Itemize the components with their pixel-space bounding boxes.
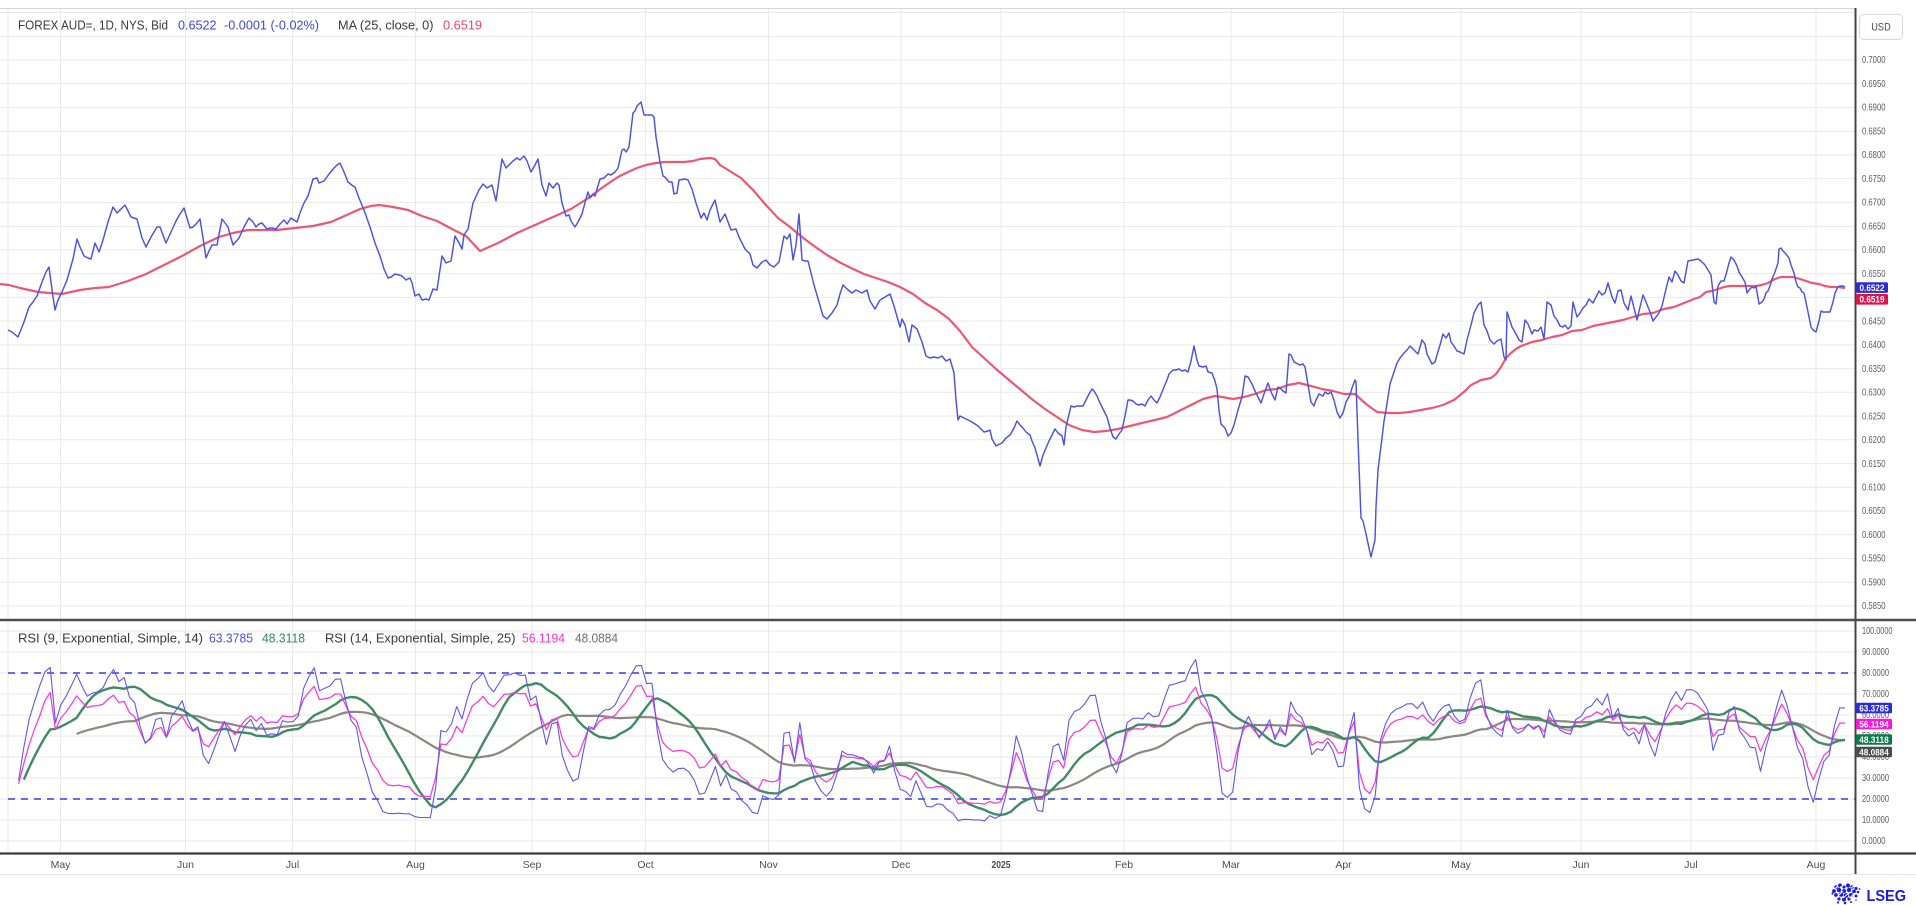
svg-text:MA (25, close, 0): MA (25, close, 0) <box>338 18 434 33</box>
svg-text:63.3785: 63.3785 <box>1859 703 1889 714</box>
svg-text:Apr: Apr <box>1335 859 1352 871</box>
svg-text:0.6050: 0.6050 <box>1862 505 1886 517</box>
svg-text:0.6900: 0.6900 <box>1862 102 1886 114</box>
svg-text:RSI (9, Exponential, Simple, 1: RSI (9, Exponential, Simple, 14) <box>18 631 203 646</box>
svg-text:0.6250: 0.6250 <box>1862 410 1886 422</box>
svg-text:56.1194: 56.1194 <box>522 631 565 646</box>
svg-text:Nov: Nov <box>759 859 778 871</box>
svg-text:48.0884: 48.0884 <box>1859 747 1889 758</box>
svg-text:0.6519: 0.6519 <box>443 18 482 33</box>
svg-text:48.3118: 48.3118 <box>262 631 305 646</box>
svg-text:LSEG: LSEG <box>1867 888 1907 905</box>
svg-text:63.3785: 63.3785 <box>209 631 253 646</box>
svg-text:0.6700: 0.6700 <box>1862 197 1886 209</box>
svg-text:0.6850: 0.6850 <box>1862 125 1886 137</box>
svg-text:0.6519: 0.6519 <box>1860 295 1885 306</box>
svg-text:0.6550: 0.6550 <box>1862 268 1886 280</box>
svg-text:Aug: Aug <box>1807 859 1826 871</box>
svg-text:2025: 2025 <box>992 859 1011 871</box>
svg-text:0.6522: 0.6522 <box>178 18 217 33</box>
svg-text:0.5950: 0.5950 <box>1862 553 1886 565</box>
svg-text:FOREX AUD=, 1D, NYS, Bid: FOREX AUD=, 1D, NYS, Bid <box>18 18 168 33</box>
svg-text:56.1194: 56.1194 <box>1859 719 1889 730</box>
svg-text:Sep: Sep <box>523 859 542 871</box>
svg-text:0.6350: 0.6350 <box>1862 363 1886 375</box>
svg-text:0.6400: 0.6400 <box>1862 339 1886 351</box>
svg-text:Jun: Jun <box>177 859 194 871</box>
svg-text:May: May <box>51 859 72 871</box>
svg-text:48.0884: 48.0884 <box>575 631 618 646</box>
svg-text:0.5900: 0.5900 <box>1862 577 1886 589</box>
svg-text:30.0000: 30.0000 <box>1862 772 1889 784</box>
svg-text:0.6200: 0.6200 <box>1862 434 1886 446</box>
svg-text:0.7000: 0.7000 <box>1862 54 1886 66</box>
svg-text:Jul: Jul <box>1684 859 1697 871</box>
svg-text:Oct: Oct <box>637 859 653 871</box>
svg-text:Aug: Aug <box>406 859 425 871</box>
svg-text:RSI (14, Exponential, Simple,: RSI (14, Exponential, Simple, 25) <box>325 631 516 646</box>
svg-text:Jun: Jun <box>1573 859 1590 871</box>
svg-text:0.6450: 0.6450 <box>1862 315 1886 327</box>
svg-text:80.0000: 80.0000 <box>1862 667 1889 679</box>
svg-text:Jul: Jul <box>286 859 299 871</box>
svg-text:Mar: Mar <box>1222 859 1241 871</box>
svg-text:0.6522: 0.6522 <box>1860 283 1885 294</box>
svg-text:48.3118: 48.3118 <box>1859 735 1889 746</box>
svg-text:0.6600: 0.6600 <box>1862 244 1886 256</box>
svg-text:0.6950: 0.6950 <box>1862 78 1886 90</box>
svg-text:0.6800: 0.6800 <box>1862 149 1886 161</box>
svg-text:70.0000: 70.0000 <box>1862 688 1889 700</box>
svg-text:May: May <box>1451 859 1472 871</box>
svg-text:USD: USD <box>1871 22 1891 34</box>
svg-text:0.0000: 0.0000 <box>1862 835 1886 847</box>
svg-text:100.0000: 100.0000 <box>1862 625 1893 637</box>
svg-text:0.6650: 0.6650 <box>1862 220 1886 232</box>
svg-text:20.0000: 20.0000 <box>1862 793 1889 805</box>
svg-text:10.0000: 10.0000 <box>1862 814 1889 826</box>
svg-text:0.5850: 0.5850 <box>1862 600 1886 612</box>
svg-text:0.6100: 0.6100 <box>1862 482 1886 494</box>
svg-text:90.0000: 90.0000 <box>1862 646 1889 658</box>
svg-text:0.6750: 0.6750 <box>1862 173 1886 185</box>
svg-text:Dec: Dec <box>892 859 911 871</box>
svg-text:0.6150: 0.6150 <box>1862 458 1886 470</box>
svg-text:0.6000: 0.6000 <box>1862 529 1886 541</box>
svg-text:0.6300: 0.6300 <box>1862 387 1886 399</box>
svg-text:-0.0001 (-0.02%): -0.0001 (-0.02%) <box>224 18 319 33</box>
svg-text:Feb: Feb <box>1115 859 1133 871</box>
